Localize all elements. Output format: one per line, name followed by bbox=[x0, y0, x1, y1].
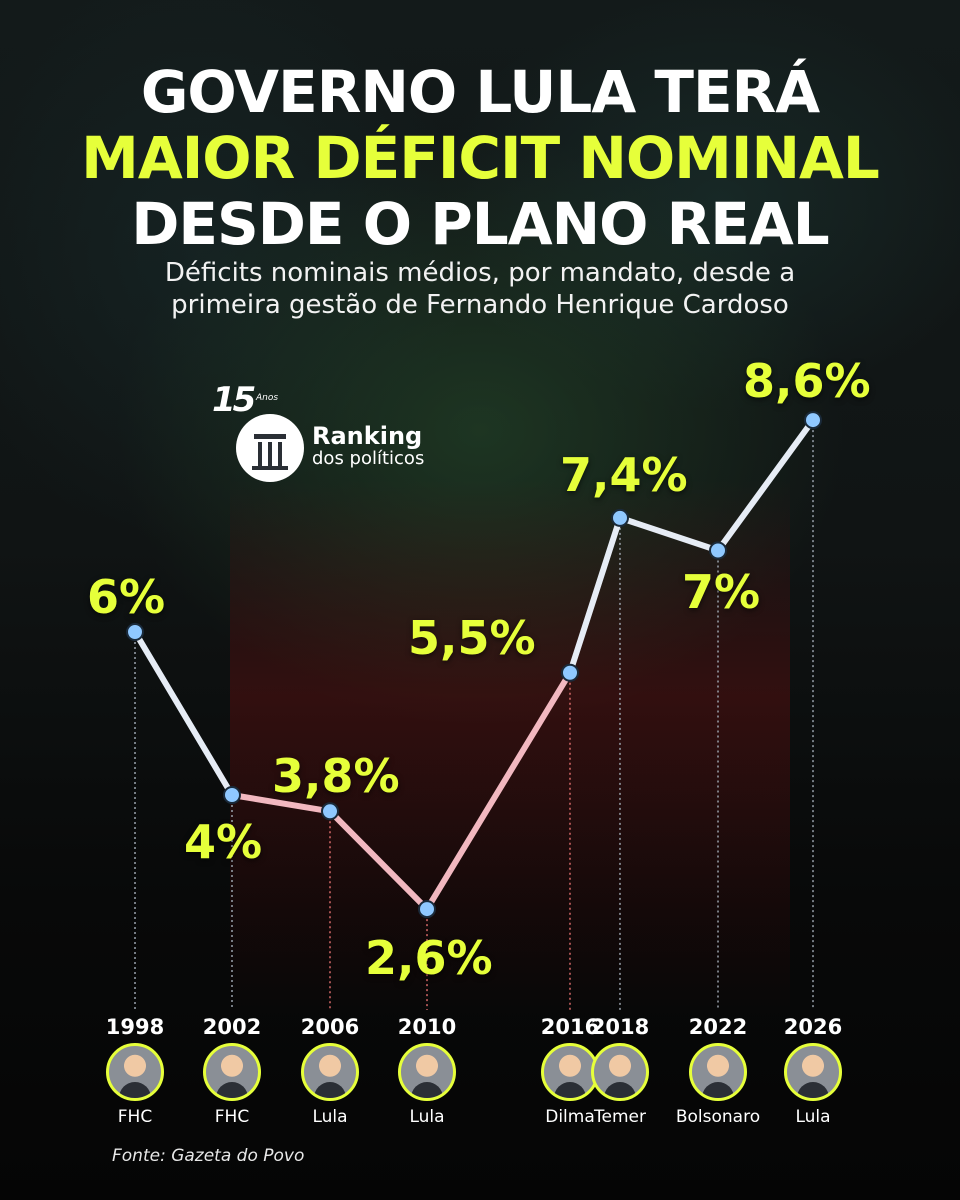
president-name-2016: Dilma bbox=[545, 1107, 595, 1127]
series-segment-2018-2022 bbox=[617, 514, 721, 554]
value-label-1998: 6% bbox=[87, 570, 166, 624]
president-name-2018: Temer bbox=[594, 1107, 646, 1127]
year-label-2016: 2016 bbox=[540, 1015, 600, 1039]
president-avatar-1998 bbox=[106, 1043, 164, 1101]
year-label-2018: 2018 bbox=[590, 1015, 650, 1039]
year-label-2026: 2026 bbox=[783, 1015, 843, 1039]
year-label-2010: 2010 bbox=[397, 1015, 457, 1039]
year-label-2022: 2022 bbox=[688, 1015, 748, 1039]
title-line-1: GOVERNO LULA TERÁ bbox=[140, 58, 820, 126]
data-point-2016 bbox=[561, 663, 579, 682]
logo-number: 15 bbox=[212, 380, 256, 420]
series-segment-2006-2010 bbox=[327, 808, 430, 913]
value-label-2002: 4% bbox=[184, 815, 263, 869]
president-avatar-2006 bbox=[301, 1043, 359, 1101]
title-line-3: DESDE O PLANO REAL bbox=[131, 190, 830, 258]
series-segment-2016-2018 bbox=[567, 514, 623, 676]
value-label-2022: 7% bbox=[682, 564, 761, 619]
series-segment-2002-2006 bbox=[229, 792, 333, 815]
subtitle-line-1: Déficits nominais médios, por mandato, d… bbox=[164, 258, 796, 288]
president-avatar-2010 bbox=[398, 1043, 456, 1101]
value-label-2006: 3,8% bbox=[272, 749, 400, 804]
data-point-2026 bbox=[804, 411, 822, 430]
president-name-1998: FHC bbox=[117, 1107, 153, 1127]
data-point-1998 bbox=[126, 623, 144, 641]
president-name-2002: FHC bbox=[214, 1107, 250, 1127]
data-point-2006 bbox=[321, 802, 339, 821]
source-note: Fonte: Gazeta do Povo bbox=[112, 1146, 305, 1166]
president-avatar-2022 bbox=[689, 1043, 747, 1101]
data-point-2010 bbox=[418, 900, 436, 919]
value-label-2010: 2,6% bbox=[365, 931, 493, 986]
logo-anos: Anos bbox=[256, 393, 279, 403]
president-name-2010: Lula bbox=[409, 1107, 445, 1127]
background-red-glow bbox=[230, 480, 790, 1020]
series-segment-1998-2002 bbox=[132, 629, 235, 798]
president-avatar-2018 bbox=[591, 1043, 649, 1101]
value-label-2018: 7,4% bbox=[560, 447, 688, 502]
series-segment-2010-2016 bbox=[424, 669, 573, 913]
value-label-2016: 5,5% bbox=[408, 610, 536, 665]
logo-subtitle: dos políticos bbox=[312, 448, 425, 469]
value-label-2026: 8,6% bbox=[743, 354, 871, 409]
column-icon bbox=[236, 414, 304, 482]
year-label-2002: 2002 bbox=[202, 1015, 262, 1039]
series-segment-2022-2026 bbox=[715, 417, 816, 554]
logo-name: Ranking bbox=[312, 422, 423, 450]
data-point-2018 bbox=[611, 508, 629, 527]
data-point-2022 bbox=[709, 541, 727, 560]
data-point-2002 bbox=[223, 786, 241, 804]
subtitle-line-2: primeira gestão de Fernando Henrique Car… bbox=[171, 290, 789, 320]
president-avatar-2016 bbox=[541, 1043, 599, 1101]
year-label-1998: 1998 bbox=[105, 1015, 165, 1039]
president-name-2006: Lula bbox=[312, 1107, 348, 1127]
title-line-2: MAIOR DÉFICIT NOMINAL bbox=[81, 124, 880, 192]
president-name-2026: Lula bbox=[795, 1107, 831, 1127]
year-label-2006: 2006 bbox=[300, 1015, 360, 1039]
president-name-2022: Bolsonaro bbox=[675, 1107, 761, 1127]
president-avatar-2002 bbox=[203, 1043, 261, 1101]
president-avatar-2026 bbox=[784, 1043, 842, 1101]
